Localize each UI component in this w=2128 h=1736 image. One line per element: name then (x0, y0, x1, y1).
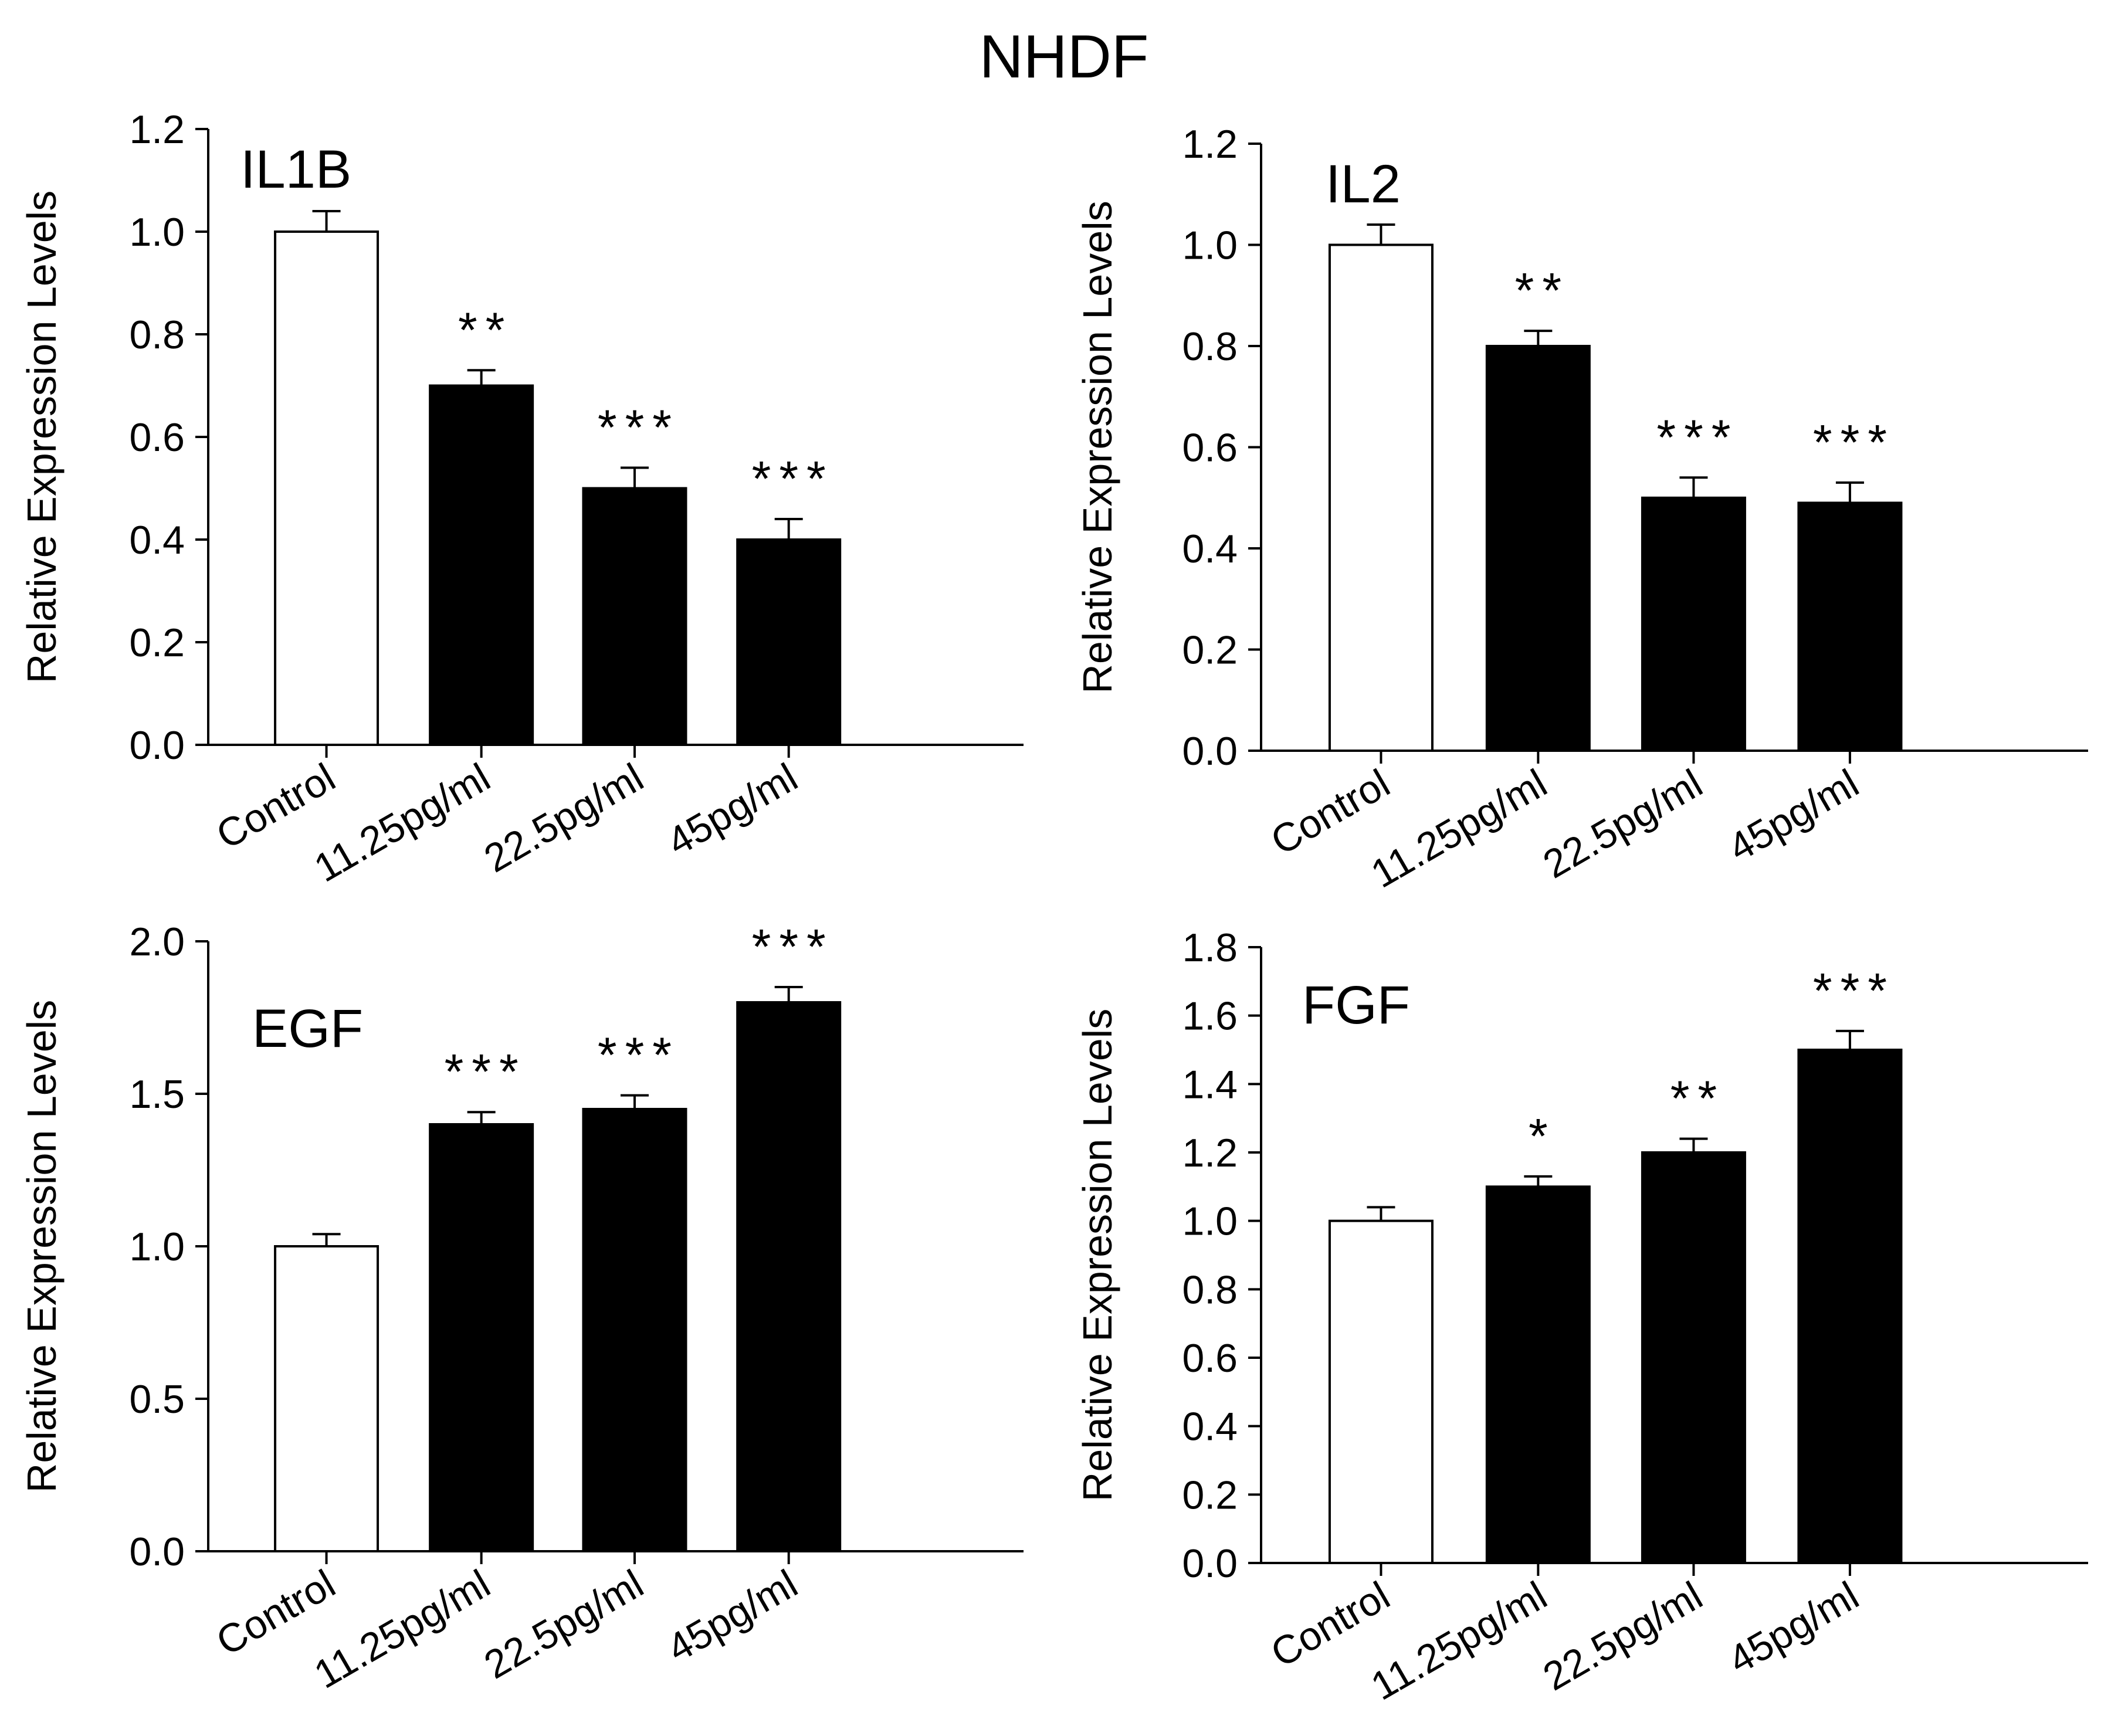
bar-45pg-ml (1797, 501, 1903, 752)
y-tick-label: 0.4 (129, 518, 185, 562)
x-tick-label: 45pg/ml (1721, 1573, 1866, 1683)
y-tick-label: 0.6 (1182, 1336, 1238, 1381)
bar-control (274, 230, 379, 746)
bar-11-25pg-ml (429, 1123, 534, 1552)
bar-45pg-ml (1797, 1049, 1903, 1564)
y-tick-label: 0.2 (1182, 1473, 1238, 1517)
y-tick-label: 1.0 (129, 1225, 185, 1269)
x-tick-label: 22.5pg/ml (1536, 761, 1710, 887)
significance-label: ** (1670, 1071, 1725, 1126)
bar-22-5pg-ml (582, 1108, 687, 1552)
figure-title: NHDF (979, 23, 1149, 91)
panel-label: IL1B (240, 140, 351, 199)
significance-label: *** (445, 1044, 527, 1099)
x-tick-label: Control (209, 1561, 343, 1664)
y-tick-label: 0.2 (1182, 628, 1238, 673)
y-axis-title: Relative Expression Levels (1075, 201, 1120, 693)
y-tick-label: 0.0 (1182, 729, 1238, 774)
y-tick-label: 0.2 (129, 621, 185, 665)
significance-label: *** (1813, 963, 1895, 1018)
bar-11-25pg-ml (1485, 1185, 1591, 1565)
significance-label: *** (752, 919, 834, 974)
y-tick-label: 0.6 (129, 415, 185, 460)
y-tick-label: 1.0 (129, 210, 185, 255)
y-tick-label: 1.0 (1182, 1199, 1238, 1244)
significance-label: *** (598, 1028, 680, 1083)
x-tick-label: 45pg/ml (660, 755, 805, 864)
significance-label: *** (1813, 415, 1895, 470)
chart-panel-il2: 0.0 0.2 0.4 0.6 0.8 1.0 1.2 Relative Expression… (1075, 122, 2088, 897)
significance-label: *** (1656, 409, 1739, 464)
y-tick-label: 0.8 (129, 313, 185, 357)
x-tick-label: 22.5pg/ml (477, 755, 651, 881)
y-tick-label: 1.2 (1182, 122, 1238, 167)
y-axis-title: Relative Expression Levels (19, 191, 65, 683)
x-tick-label: 45pg/ml (1721, 761, 1866, 870)
x-tick-label: 11.25pg/ml (307, 1561, 497, 1697)
chart-panel-il1b: 0.0 0.2 0.4 0.6 0.8 1.0 1.2 Relative Expression… (19, 107, 1024, 891)
bar-22-5pg-ml (1641, 496, 1746, 752)
chart-panel-fgf: 0.0 0.2 0.4 0.6 0.8 1.0 1.2 1.4 1.6 1.8 Relative E… (1075, 925, 2088, 1709)
x-tick-label: Control (1263, 761, 1397, 863)
x-tick-label: Control (209, 755, 343, 857)
y-tick-label: 0.8 (1182, 324, 1238, 369)
y-tick-label: 1.8 (1182, 925, 1238, 970)
bar-22-5pg-ml (1641, 1151, 1746, 1564)
bar-11-25pg-ml (1485, 345, 1591, 752)
y-tick-label: 1.4 (1182, 1062, 1238, 1107)
bar-control (274, 1245, 379, 1552)
bar-11-25pg-ml (429, 384, 534, 746)
y-tick-label: 2.0 (129, 920, 185, 964)
bar-45pg-ml (736, 1001, 842, 1552)
significance-label: ** (1515, 263, 1570, 318)
panel-label: IL2 (1326, 154, 1401, 214)
panel-label: EGF (252, 999, 363, 1059)
x-tick-label: 22.5pg/ml (1536, 1573, 1710, 1699)
y-tick-label: 0.6 (1182, 426, 1238, 470)
significance-label: ** (458, 302, 513, 357)
bar-control (1328, 1219, 1434, 1564)
y-axis-title: Relative Expression Levels (1075, 1009, 1120, 1501)
x-tick-label: 11.25pg/ml (1364, 761, 1554, 897)
x-tick-label: Control (1263, 1573, 1397, 1676)
y-tick-label: 0.0 (1182, 1541, 1238, 1586)
chart-panel-egf: 0.0 0.5 1.0 1.5 2.0 Relative Expression Level… (19, 919, 1024, 1697)
y-tick-label: 0.0 (129, 1530, 185, 1574)
y-tick-label: 0.4 (1182, 1405, 1238, 1449)
bar-22-5pg-ml (582, 487, 687, 746)
y-tick-label: 0.4 (1182, 527, 1238, 571)
x-tick-label: 11.25pg/ml (1364, 1573, 1554, 1709)
significance-label: * (1529, 1108, 1556, 1164)
y-tick-label: 1.2 (129, 107, 185, 152)
y-tick-label: 0.8 (1182, 1267, 1238, 1312)
y-axis-title: Relative Expression Levels (19, 1000, 65, 1493)
significance-label: *** (752, 451, 834, 506)
panel-label: FGF (1302, 975, 1410, 1035)
bar-45pg-ml (736, 538, 842, 746)
significance-label: *** (598, 400, 680, 455)
x-tick-label: 22.5pg/ml (477, 1561, 651, 1687)
x-tick-label: 11.25pg/ml (307, 755, 497, 891)
y-tick-label: 1.5 (129, 1072, 185, 1117)
y-tick-label: 1.0 (1182, 223, 1238, 268)
y-tick-label: 0.5 (129, 1377, 185, 1422)
y-tick-label: 1.2 (1182, 1131, 1238, 1175)
y-tick-label: 1.6 (1182, 994, 1238, 1039)
y-tick-label: 0.0 (129, 723, 185, 768)
x-tick-label: 45pg/ml (660, 1561, 805, 1671)
bar-control (1328, 243, 1434, 752)
